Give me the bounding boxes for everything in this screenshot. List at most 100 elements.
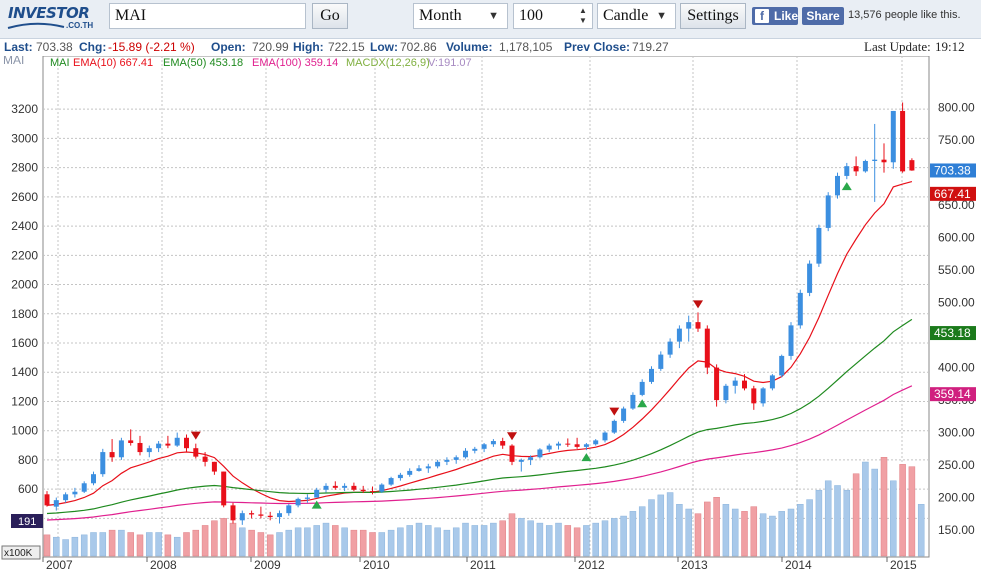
x-axis-tick: 2011 bbox=[470, 558, 496, 572]
right-axis-tick: 550.00 bbox=[938, 263, 975, 277]
left-axis-tick: 3000 bbox=[11, 131, 38, 145]
volume-bar bbox=[406, 525, 413, 557]
x-axis-tick: 2008 bbox=[150, 558, 177, 572]
volume-bar bbox=[759, 513, 767, 557]
volume-bar bbox=[183, 532, 190, 557]
volume-bar bbox=[397, 527, 404, 557]
candle-body bbox=[351, 485, 357, 490]
volume-bar bbox=[452, 527, 460, 557]
volume-bar bbox=[378, 532, 386, 557]
candle-body bbox=[314, 489, 320, 498]
price-chart[interactable]: 4006008001000120014001600180020002200240… bbox=[0, 56, 981, 575]
candle-body bbox=[574, 444, 580, 447]
chg-label: Chg: bbox=[79, 40, 107, 54]
candle-body bbox=[602, 432, 608, 441]
volume-bar bbox=[797, 504, 804, 557]
candle-body bbox=[165, 443, 171, 446]
facebook-like-button[interactable]: f Like bbox=[752, 7, 798, 25]
volume-bar bbox=[824, 480, 832, 557]
candle-body bbox=[769, 375, 775, 389]
chart-type-select[interactable]: Candle ▼ bbox=[597, 3, 676, 29]
volume-bar bbox=[731, 508, 739, 557]
volume-bar bbox=[471, 525, 479, 557]
candle-body bbox=[472, 448, 478, 451]
volume-bar bbox=[266, 534, 274, 557]
candle-body bbox=[360, 489, 366, 492]
candle-body bbox=[779, 355, 785, 376]
go-button[interactable]: Go bbox=[312, 3, 348, 29]
volume-bar bbox=[899, 464, 906, 557]
candle-body bbox=[184, 437, 189, 449]
volume-bar bbox=[248, 529, 255, 557]
candle-body bbox=[676, 328, 682, 342]
volume-bar bbox=[276, 532, 283, 557]
plot-area bbox=[42, 56, 930, 558]
volume-bar bbox=[434, 527, 441, 557]
ema50-line bbox=[46, 318, 913, 515]
settings-button[interactable]: Settings bbox=[680, 3, 746, 29]
spinner-arrows-icon[interactable]: ▲ ▼ bbox=[579, 6, 587, 25]
symbol-input[interactable]: MAI bbox=[109, 3, 306, 29]
buy-signal-icon bbox=[311, 500, 322, 509]
quote-bar: Last: 703.38 Chg: -15.89 (-2.21 %) Open:… bbox=[0, 38, 981, 56]
volume-bar bbox=[80, 534, 88, 557]
legend-item: MACDX(12,26,9) bbox=[346, 57, 430, 69]
candle-body bbox=[835, 175, 840, 196]
candle-body bbox=[277, 513, 282, 518]
volume-bar bbox=[499, 520, 506, 557]
period-select[interactable]: Month ▼ bbox=[413, 3, 508, 29]
candle-body bbox=[239, 513, 245, 521]
x-axis-tick: 2014 bbox=[785, 558, 812, 572]
candle-body bbox=[667, 341, 673, 355]
candle-body bbox=[463, 450, 468, 458]
price-tag-bg bbox=[930, 326, 976, 341]
volume-bar bbox=[722, 504, 730, 557]
candle-body bbox=[230, 505, 236, 521]
volume-bar bbox=[350, 529, 358, 557]
candle-body bbox=[881, 159, 887, 163]
candle-body bbox=[760, 388, 766, 404]
right-axis-tick: 400.00 bbox=[938, 361, 975, 375]
volume-bar bbox=[620, 515, 627, 557]
candle-body bbox=[286, 505, 292, 514]
volume-bar bbox=[118, 529, 125, 557]
candle-body bbox=[407, 470, 413, 475]
volume-bar bbox=[220, 518, 227, 557]
volume-bar bbox=[62, 539, 69, 557]
legend-item: EMA(50) 453.18 bbox=[163, 57, 243, 69]
volume-bar bbox=[462, 522, 469, 557]
candle-body bbox=[807, 263, 813, 293]
candle-body bbox=[723, 385, 729, 401]
facebook-share-button[interactable]: Share bbox=[802, 7, 844, 25]
volume-bar bbox=[843, 489, 851, 557]
volume-bar bbox=[806, 499, 813, 557]
candle-body bbox=[370, 491, 375, 493]
investor-logo[interactable]: INVESTOR .CO.TH bbox=[6, 3, 104, 33]
left-tag-bg bbox=[11, 514, 43, 528]
volume-bar bbox=[173, 536, 181, 557]
candle-body bbox=[825, 195, 831, 228]
candle-body bbox=[862, 160, 868, 172]
high-value: 722.15 bbox=[328, 40, 365, 54]
buy-signal-icon bbox=[637, 399, 648, 408]
candle-body bbox=[416, 468, 422, 471]
volume-bar bbox=[880, 457, 888, 557]
candle-body bbox=[537, 449, 543, 458]
candle-body bbox=[304, 497, 310, 499]
last-update-label: Last Update: bbox=[864, 39, 931, 54]
volume-bar bbox=[127, 532, 134, 557]
volume-bar bbox=[90, 532, 97, 557]
candle-body bbox=[890, 110, 896, 163]
candle-body bbox=[91, 474, 96, 484]
volume-bar bbox=[862, 461, 869, 557]
sell-signal-icon bbox=[609, 407, 620, 416]
right-axis-tick: 500.00 bbox=[938, 296, 975, 310]
right-axis-tick: 250.00 bbox=[938, 458, 975, 472]
legend-item: EMA(10) 667.41 bbox=[73, 57, 153, 69]
count-stepper[interactable]: 100 ▲ ▼ bbox=[513, 3, 593, 29]
volume-bar bbox=[146, 532, 153, 557]
candle-body bbox=[844, 166, 850, 176]
volume-label: Volume: bbox=[446, 40, 493, 54]
volume-bar bbox=[192, 529, 200, 557]
candle-body bbox=[900, 110, 906, 172]
